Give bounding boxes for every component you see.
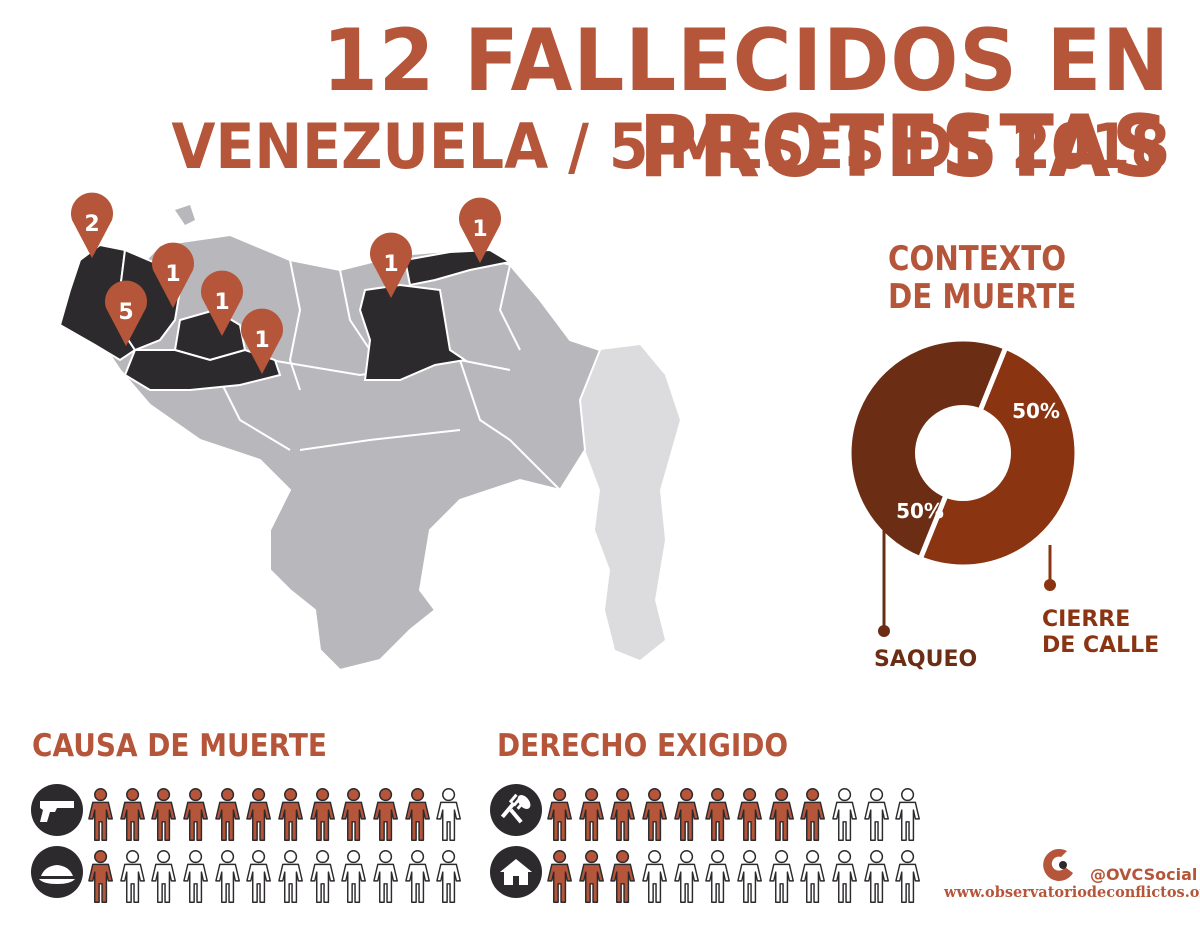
value-label-saqueo: 50% [896,499,944,523]
person-outline-icon [863,850,889,904]
person-filled-icon [610,850,636,904]
svg-text:1: 1 [472,217,487,242]
causa-row-hat [86,848,466,908]
person-filled-icon [88,788,113,842]
ovc-logo [1043,848,1073,881]
person-filled-icon [737,788,763,842]
person-outline-icon [151,850,177,904]
label-cierre-line2: DE CALLE [1042,633,1159,658]
label-saqueo: SAQUEO [874,647,977,672]
person-filled-icon [578,850,604,904]
person-outline-icon [863,788,889,842]
person-outline-icon [673,850,699,904]
contexto-title: CONTEXTO DE MUERTE [888,240,1076,316]
hat-icon [31,846,83,898]
person-filled-icon [183,788,208,842]
person-outline-icon [895,850,921,904]
region-sucre [403,248,513,287]
marker-lara: 1 [201,270,243,336]
person-outline-icon [642,850,667,904]
person-outline-icon [436,788,462,842]
person-outline-icon [119,850,145,904]
person-outline-icon [341,850,367,904]
derecho-row-food [545,786,925,846]
person-outline-icon [895,788,921,842]
page-title: 12 FALLECIDOS EN PROTESTAS [322,11,1170,197]
label-cierre-line1: CIERRE [1042,607,1130,632]
person-filled-icon [547,788,572,842]
person-outline-icon [832,788,858,842]
svg-text:2: 2 [84,212,99,237]
region-island [175,205,195,225]
person-filled-icon [673,788,699,842]
marker-falcon: 1 [152,242,194,308]
person-filled-icon [373,788,399,842]
person-outline-icon [436,850,462,904]
person-outline-icon [404,850,430,904]
page-subtitle: VENEZUELA / 5 MESES DE 2018 [171,110,1171,183]
person-filled-icon [214,788,240,842]
person-outline-icon [832,850,858,904]
contexto-title-line2: DE MUERTE [888,277,1077,317]
person-filled-icon [800,788,826,842]
svg-text:1: 1 [214,290,229,315]
leader-dot-saqueo [878,625,890,637]
derecho-title: DERECHO EXIGIDO [497,728,789,764]
person-filled-icon [309,788,335,842]
value-label-cierre: 50% [1012,399,1060,423]
svg-text:1: 1 [254,328,269,353]
contexto-donut-chart: 50% 50% SAQUEO CIERRE DE CALLE [846,336,1159,672]
person-filled-icon [705,788,731,842]
person-outline-icon [183,850,208,904]
person-filled-icon [278,788,304,842]
person-filled-icon [88,850,113,904]
marker-zulia-sur: 5 [105,280,147,346]
person-filled-icon [768,788,794,842]
donut-hole [915,405,1011,501]
person-outline-icon [705,850,731,904]
contexto-title-line1: CONTEXTO [888,239,1067,279]
person-outline-icon [246,850,272,904]
marker-zulia: 2 [71,192,113,258]
person-outline-icon [800,850,826,904]
region-esequiba [580,345,680,660]
region-portuguesa [123,348,282,391]
person-outline-icon [768,850,794,904]
marker-anzoategui: 1 [370,232,412,298]
region-anzoategui [358,283,468,381]
person-filled-icon [246,788,272,842]
svg-text:5: 5 [118,300,133,325]
marker-sucre: 1 [459,197,501,263]
fork-spoon-icon [490,784,542,836]
derecho-row-house [545,848,925,908]
person-filled-icon [119,788,145,842]
person-filled-icon [642,788,667,842]
marker-portuguesa: 1 [241,308,283,374]
person-filled-icon [578,788,604,842]
leader-dot-cierre [1044,579,1056,591]
causa-row-gun [86,786,466,846]
svg-text:1: 1 [165,262,180,287]
person-outline-icon [737,850,763,904]
causa-title: CAUSA DE MUERTE [32,728,328,764]
person-outline-icon [309,850,335,904]
person-outline-icon [214,850,240,904]
person-filled-icon [151,788,177,842]
website-link[interactable]: www.observatoriodeconflictos.org.ve [944,884,1200,901]
person-outline-icon [373,850,399,904]
person-filled-icon [547,850,572,904]
house-icon [490,846,542,898]
svg-text:1: 1 [383,252,398,277]
gun-icon [31,784,83,836]
person-filled-icon [404,788,430,842]
person-outline-icon [278,850,304,904]
person-filled-icon [341,788,367,842]
person-filled-icon [610,788,636,842]
social-handle: @OVCSocial [1090,865,1198,884]
